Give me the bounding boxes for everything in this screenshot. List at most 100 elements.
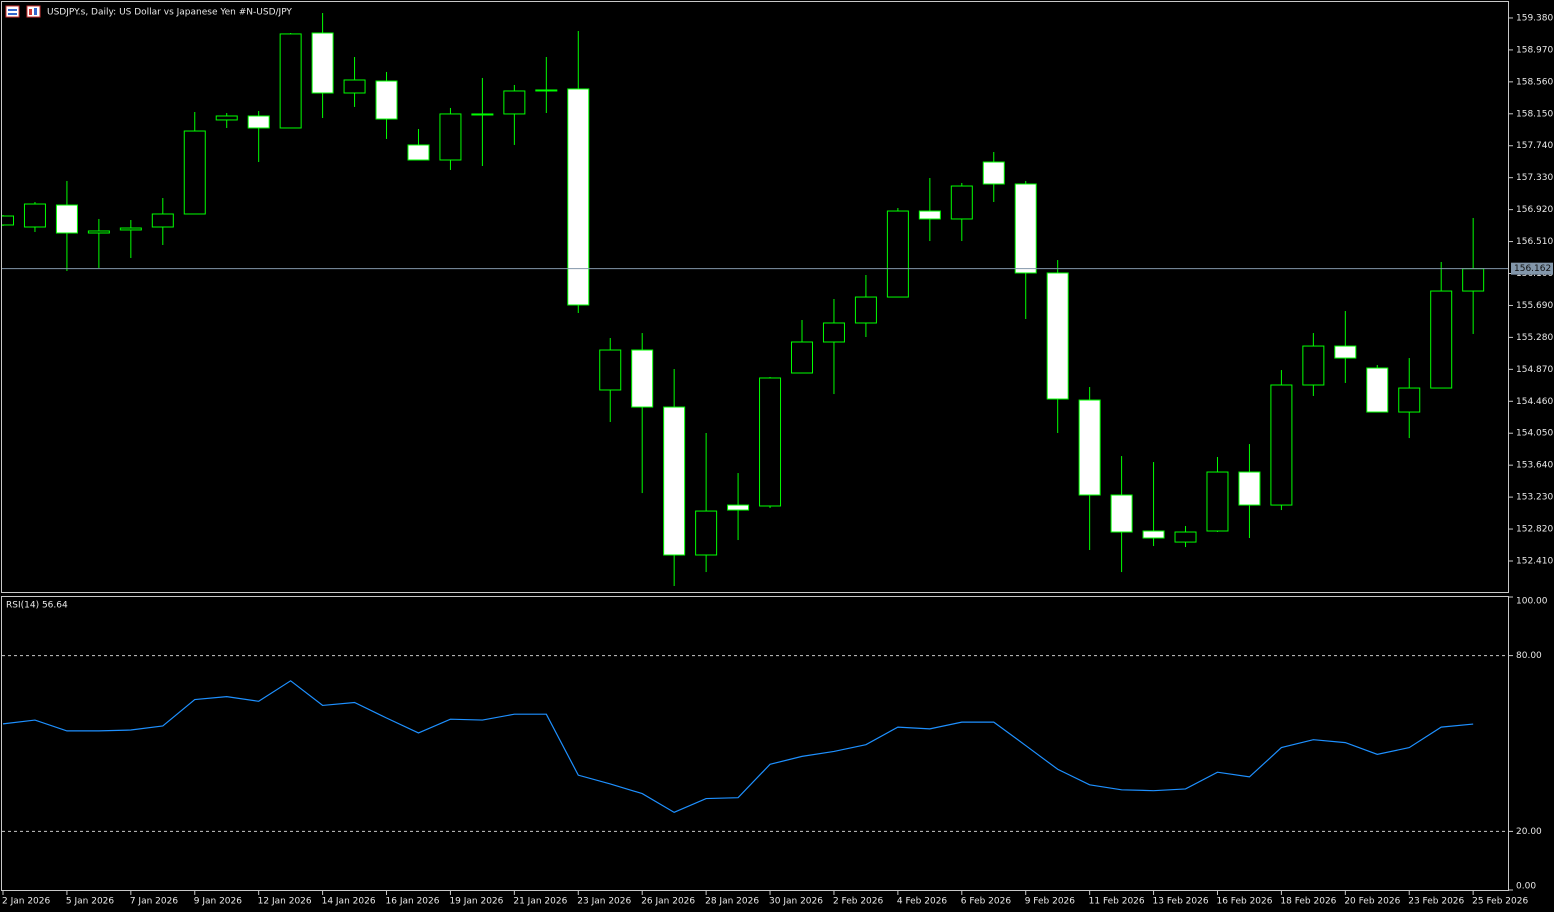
x-tick-label: 13 Feb 2026 <box>1153 897 1209 907</box>
x-tick-label: 23 Feb 2026 <box>1408 897 1464 907</box>
x-tick-label: 12 Jan 2026 <box>258 897 312 907</box>
candle-body <box>439 113 462 161</box>
x-tick-label: 28 Jan 2026 <box>705 897 759 907</box>
candle-body <box>183 130 206 215</box>
candle-body <box>23 203 46 228</box>
y-tick-label: 155.690 <box>1516 301 1553 311</box>
y-tick-label: 154.460 <box>1516 397 1553 407</box>
candle-body <box>791 341 813 374</box>
candle-body <box>982 161 1005 185</box>
candle-body <box>1046 272 1069 400</box>
candle-body <box>55 204 78 234</box>
x-tick-label: 26 Jan 2026 <box>641 897 695 907</box>
candle-body <box>2 215 14 226</box>
candle-body <box>535 89 558 92</box>
candle-body <box>1110 494 1133 533</box>
icon <box>26 5 41 18</box>
x-tick-label: 16 Feb 2026 <box>1216 897 1272 907</box>
candles <box>2 12 1508 587</box>
icon <box>5 5 20 18</box>
last-price-label: 156.162 <box>1514 264 1551 274</box>
candle-body <box>1398 387 1421 413</box>
x-tick-label: 2 Feb 2026 <box>833 897 884 907</box>
candle-body <box>918 210 941 220</box>
candle-body <box>1078 399 1101 496</box>
candle-body <box>599 349 622 391</box>
candle-body <box>1014 183 1037 274</box>
y-tick-label: 157.330 <box>1516 173 1553 183</box>
y-tick-label: 20.00 <box>1516 827 1542 837</box>
candle-body <box>407 144 430 161</box>
candle-body <box>1174 531 1197 543</box>
y-tick-label: 154.870 <box>1516 365 1553 375</box>
icon <box>34 8 37 15</box>
y-tick-label: 158.560 <box>1516 77 1553 87</box>
x-tick-label: 9 Feb 2026 <box>1025 897 1076 907</box>
x-tick-label: 23 Jan 2026 <box>577 897 631 907</box>
candle-body <box>151 213 174 228</box>
candle-body <box>1142 530 1165 539</box>
candle-body <box>247 115 270 129</box>
candle-body <box>311 32 334 94</box>
candle-body <box>1462 268 1485 292</box>
icon <box>8 13 17 15</box>
y-tick-label: 158.150 <box>1516 109 1553 119</box>
x-tick-label: 25 Feb 2026 <box>1472 897 1528 907</box>
x-tick-label: 20 Feb 2026 <box>1344 897 1400 907</box>
icon <box>8 9 17 11</box>
y-tick-label: 0.00 <box>1516 882 1536 892</box>
candle-body <box>1302 345 1325 386</box>
candle-body <box>759 377 782 507</box>
candle-body <box>1238 471 1261 506</box>
candle-body <box>1366 367 1389 413</box>
candle-body <box>567 88 590 306</box>
candle-body <box>1206 471 1229 532</box>
candle-body <box>727 504 750 511</box>
candle-body <box>1334 345 1357 359</box>
rsi-line <box>2 680 1474 814</box>
candle-body <box>215 115 238 121</box>
x-tick-label: 18 Feb 2026 <box>1280 897 1336 907</box>
x-tick-label: 21 Jan 2026 <box>513 897 567 907</box>
chart-title: USDJPY.s, Daily: US Dollar vs Japanese Y… <box>47 8 292 18</box>
y-tick-label: 80.00 <box>1516 651 1542 661</box>
candle-body <box>87 230 110 234</box>
y-tick-label: 156.510 <box>1516 237 1553 247</box>
candle-body <box>822 322 845 343</box>
candle-body <box>471 113 494 116</box>
candle-body <box>1430 290 1453 389</box>
y-tick-label: 153.230 <box>1516 493 1553 503</box>
last-price-box <box>1511 262 1553 275</box>
rsi-plot <box>2 655 1508 832</box>
icon <box>29 9 32 15</box>
x-tick-label: 4 Feb 2026 <box>897 897 948 907</box>
main-panel <box>1 1 1509 593</box>
x-tick-label: 16 Jan 2026 <box>386 897 440 907</box>
y-tick-label: 153.640 <box>1516 461 1553 471</box>
y-tick-label: 100.00 <box>1516 597 1548 607</box>
rsi-panel <box>1 596 1509 891</box>
y-tick-label: 157.740 <box>1516 141 1553 151</box>
x-tick-label: 11 Feb 2026 <box>1089 897 1145 907</box>
y-tick-label: 154.050 <box>1516 429 1553 439</box>
y-tick-label: 158.970 <box>1516 45 1553 55</box>
candle-body <box>663 406 686 556</box>
x-tick-label: 5 Jan 2026 <box>66 897 114 907</box>
candle-body <box>631 349 654 408</box>
x-tick-label: 19 Jan 2026 <box>449 897 503 907</box>
candle-body <box>503 90 526 115</box>
y-tick-label: 155.280 <box>1516 333 1553 343</box>
x-tick-label: 2 Jan 2026 <box>2 897 50 907</box>
y-tick-label: 159.380 <box>1516 13 1553 23</box>
candle-body <box>1270 384 1293 506</box>
candle-body <box>375 80 398 120</box>
candle-body <box>886 210 909 298</box>
x-tick-label: 14 Jan 2026 <box>322 897 376 907</box>
x-tick-label: 9 Jan 2026 <box>194 897 242 907</box>
x-tick-label: 6 Feb 2026 <box>961 897 1012 907</box>
candle-body <box>695 510 718 556</box>
x-tick-label: 7 Jan 2026 <box>130 897 178 907</box>
axes: 159.380 158.970 158.560 158.150 157.740 157.3… <box>2 13 1553 906</box>
y-tick-label: 152.820 <box>1516 525 1553 535</box>
